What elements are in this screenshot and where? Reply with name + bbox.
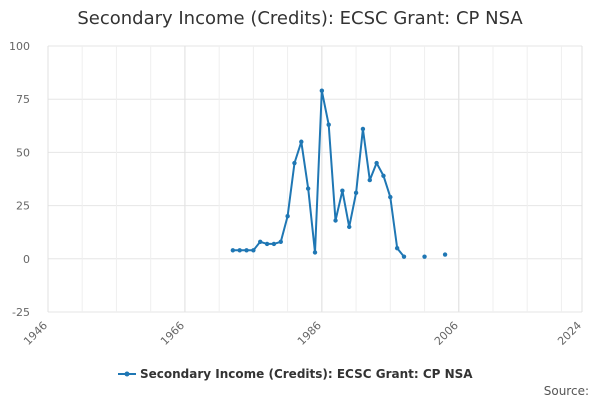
data-point[interactable] <box>251 248 256 253</box>
legend-marker <box>124 371 130 377</box>
x-tick-label: 2006 <box>432 319 461 348</box>
data-point[interactable] <box>285 214 290 219</box>
x-tick-label: 1946 <box>21 319 50 348</box>
data-point[interactable] <box>374 160 379 166</box>
data-point[interactable] <box>319 88 325 93</box>
legend-label: Secondary Income (Credits): ECSC Grant: … <box>140 367 473 381</box>
data-point[interactable] <box>340 188 345 193</box>
x-tick-label: 1986 <box>295 319 324 348</box>
data-point[interactable] <box>381 173 386 179</box>
y-tick-label: 25 <box>16 200 30 213</box>
data-point[interactable] <box>230 248 236 253</box>
data-point[interactable] <box>388 194 393 200</box>
data-point[interactable] <box>353 190 359 196</box>
y-tick-label: 50 <box>16 146 30 159</box>
x-tick-labels: 1946 1966 1986 2006 2024 <box>21 319 584 348</box>
data-point[interactable] <box>278 239 283 244</box>
data-point[interactable] <box>312 250 318 255</box>
legend: Secondary Income (Credits): ECSC Grant: … <box>118 367 473 381</box>
data-point[interactable] <box>360 126 366 132</box>
grid-lines <box>48 45 582 313</box>
data-point[interactable] <box>333 218 338 223</box>
data-point[interactable] <box>401 254 407 259</box>
y-tick-label: 75 <box>16 93 30 106</box>
data-point[interactable] <box>367 177 372 183</box>
x-grid-lines <box>47 46 583 312</box>
data-point[interactable] <box>237 248 242 253</box>
data-point[interactable] <box>326 122 331 127</box>
data-point[interactable] <box>422 254 427 259</box>
data-point[interactable] <box>299 139 304 144</box>
data-point[interactable] <box>347 224 352 230</box>
x-tick-label: 1966 <box>158 319 187 348</box>
data-point[interactable] <box>292 160 297 166</box>
chart-title: Secondary Income (Credits): ECSC Grant: … <box>77 8 523 29</box>
y-tick-labels: -25 0 25 50 75 100 <box>9 40 30 319</box>
y-tick-label: -25 <box>12 306 30 319</box>
series-line <box>232 89 405 258</box>
data-point[interactable] <box>442 252 448 257</box>
data-point[interactable] <box>258 239 263 244</box>
source-label: Source: <box>544 384 589 398</box>
series-layer <box>230 88 448 259</box>
data-point[interactable] <box>264 241 270 247</box>
y-tick-label: 0 <box>23 253 30 266</box>
data-point[interactable] <box>244 248 249 253</box>
x-tick-label: 2024 <box>555 319 584 348</box>
y-tick-label: 100 <box>9 40 30 53</box>
data-point[interactable] <box>394 245 400 251</box>
data-point[interactable] <box>271 241 277 247</box>
data-point[interactable] <box>305 186 311 191</box>
